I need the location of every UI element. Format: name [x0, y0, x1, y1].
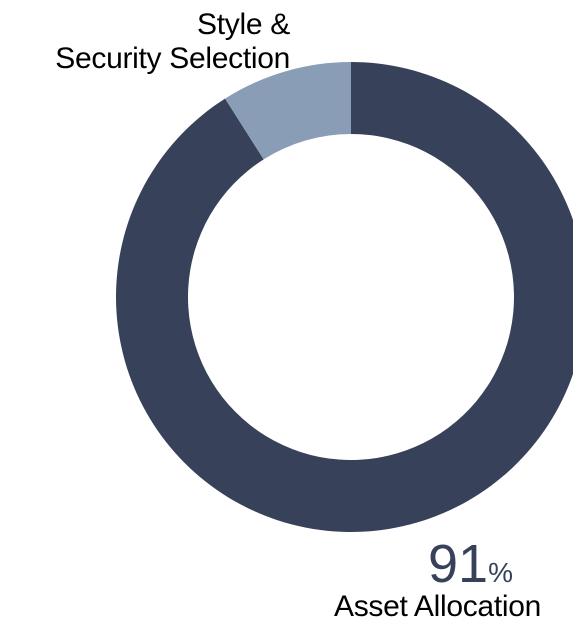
style-label-line-2: Security Selection — [55, 42, 290, 75]
slice-asset-allocation — [116, 62, 573, 532]
slice-style-security-selection — [225, 62, 351, 160]
asset-allocation-label: Asset Allocation — [334, 590, 541, 623]
asset-allocation-percent: 91% — [428, 536, 513, 592]
style-security-selection-label: Style & Security Selection — [20, 8, 290, 76]
percent-unit: % — [488, 557, 513, 588]
style-label-line-1: Style & — [197, 8, 290, 41]
percent-value: 91 — [428, 534, 489, 594]
